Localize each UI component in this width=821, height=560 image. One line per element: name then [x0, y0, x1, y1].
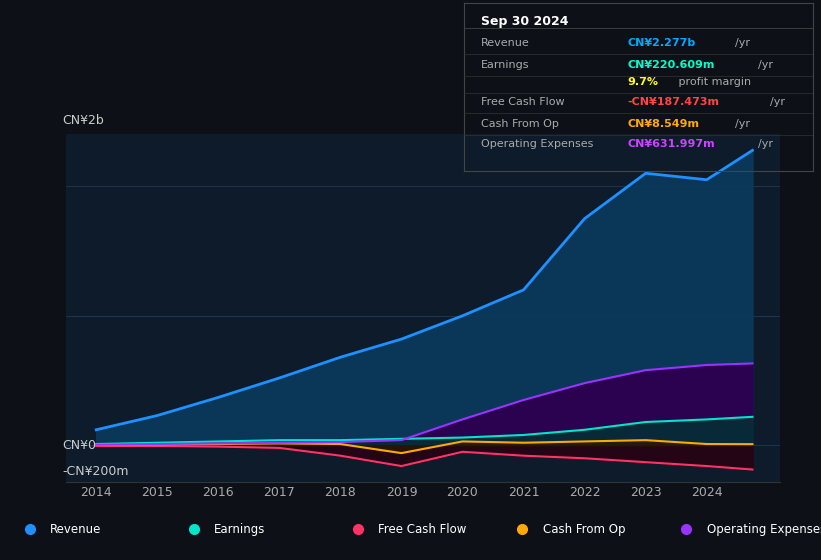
Text: /yr: /yr [735, 119, 750, 129]
Text: CN¥8.549m: CN¥8.549m [628, 119, 699, 129]
Text: -CN¥187.473m: -CN¥187.473m [628, 97, 720, 107]
Text: /yr: /yr [770, 97, 785, 107]
Text: -CN¥200m: -CN¥200m [62, 465, 129, 478]
Text: CN¥631.997m: CN¥631.997m [628, 139, 715, 149]
Text: Operating Expenses: Operating Expenses [707, 522, 821, 536]
Text: /yr: /yr [759, 60, 773, 70]
Text: profit margin: profit margin [676, 77, 751, 87]
Text: Earnings: Earnings [481, 60, 530, 70]
Text: Cash From Op: Cash From Op [543, 522, 625, 536]
Text: Sep 30 2024: Sep 30 2024 [481, 15, 569, 27]
Text: Operating Expenses: Operating Expenses [481, 139, 594, 149]
Text: /yr: /yr [759, 139, 773, 149]
Text: CN¥220.609m: CN¥220.609m [628, 60, 715, 70]
Text: /yr: /yr [735, 38, 750, 48]
Text: Free Cash Flow: Free Cash Flow [481, 97, 565, 107]
Text: Free Cash Flow: Free Cash Flow [378, 522, 467, 536]
Text: Earnings: Earnings [214, 522, 266, 536]
Text: Revenue: Revenue [481, 38, 530, 48]
Text: CN¥0: CN¥0 [62, 439, 96, 452]
Text: CN¥2b: CN¥2b [62, 114, 104, 128]
Text: CN¥2.277b: CN¥2.277b [628, 38, 696, 48]
Text: Revenue: Revenue [50, 522, 102, 536]
Text: 9.7%: 9.7% [628, 77, 659, 87]
Text: Cash From Op: Cash From Op [481, 119, 559, 129]
